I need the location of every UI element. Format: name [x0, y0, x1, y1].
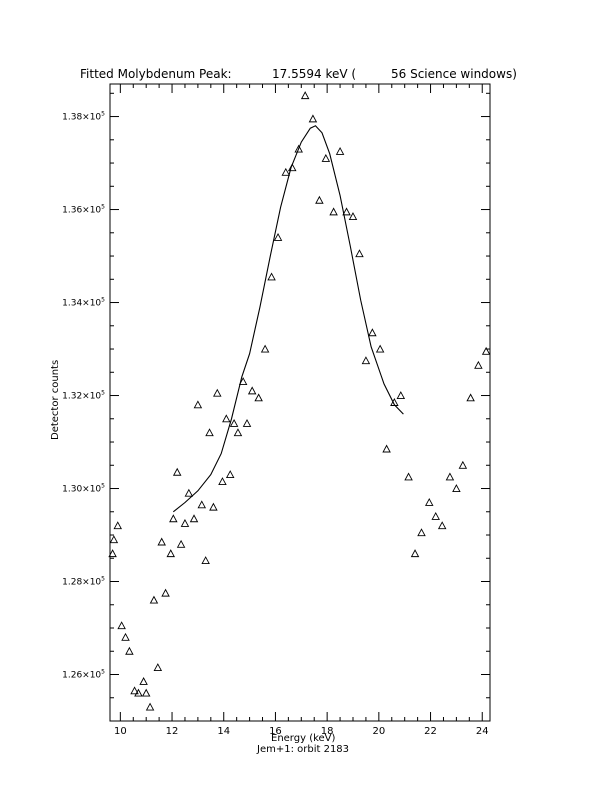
data-point [161, 588, 170, 597]
data-point [361, 356, 371, 365]
orbit-subtitle: Jem+1: orbit 2183 [257, 744, 350, 755]
data-point [281, 167, 291, 176]
data-point [335, 146, 345, 155]
y-tick-label: 1.38×105 [62, 111, 105, 123]
data-point [180, 518, 190, 527]
x-tick-label: 10 [114, 726, 127, 737]
y-tick-label: 1.36×105 [62, 204, 105, 216]
data-point [294, 144, 303, 153]
data-point [355, 249, 364, 258]
data-point [233, 428, 243, 437]
data-point [197, 500, 207, 509]
data-point [329, 207, 338, 216]
data-point [134, 688, 143, 697]
data-point [157, 537, 166, 546]
data-point [205, 428, 214, 437]
data-point [300, 91, 310, 100]
data-point [445, 472, 455, 481]
data-point [466, 393, 475, 402]
data-point [404, 472, 413, 481]
data-point [176, 539, 186, 548]
data-point [184, 488, 194, 497]
y-tick-label: 1.32×105 [62, 390, 105, 402]
plot-title-label: Fitted Molybdenum Peak: [80, 67, 232, 81]
data-point [139, 677, 148, 685]
y-tick-label: 1.28×105 [62, 576, 105, 588]
data-point [238, 377, 248, 386]
data-point [130, 686, 139, 695]
data-point [117, 621, 126, 630]
data-point [222, 414, 231, 423]
y-tick-label: 1.26×105 [62, 669, 105, 681]
data-point [225, 470, 235, 479]
data-point [287, 163, 297, 172]
data-point [149, 595, 159, 604]
data-point [125, 646, 134, 655]
data-point [153, 663, 163, 671]
data-point [108, 549, 117, 558]
data-point [254, 393, 263, 402]
y-axis-label: Detector counts [50, 359, 61, 440]
data-point [213, 388, 222, 397]
data-point [169, 514, 178, 523]
data-point [342, 207, 351, 216]
data-point [267, 272, 276, 281]
plot-title-energy: 17.5594 keV ( [272, 67, 357, 81]
data-point [209, 502, 218, 511]
x-tick-label: 12 [166, 726, 179, 737]
data-point [437, 521, 447, 530]
data-point [424, 498, 434, 506]
data-point [172, 467, 182, 476]
plot-title-windows: 56 Science windows) [391, 67, 517, 81]
data-point [247, 386, 257, 395]
data-point [368, 328, 377, 337]
data-point [382, 444, 391, 453]
data-point [201, 556, 210, 565]
x-tick-label: 20 [372, 726, 385, 737]
x-tick-label: 14 [217, 726, 230, 737]
y-tick-label: 1.34×105 [62, 297, 105, 309]
x-axis-label: Energy (keV) [271, 733, 336, 744]
data-point [452, 484, 461, 492]
data-point [109, 535, 119, 544]
data-point [375, 344, 385, 353]
plot-frame [109, 83, 491, 722]
data-point [390, 398, 399, 406]
data-point [474, 360, 483, 369]
data-point [308, 114, 318, 123]
data-point [218, 477, 227, 485]
data-point [260, 344, 270, 353]
x-tick-label: 22 [424, 726, 437, 737]
data-point [113, 521, 123, 530]
x-tick-label: 24 [476, 726, 489, 737]
data-point [481, 346, 491, 355]
data-point [229, 418, 239, 427]
data-point [145, 702, 155, 711]
data-point [273, 232, 283, 241]
data-point [141, 688, 151, 697]
data-point [458, 460, 468, 469]
data-point [315, 195, 324, 204]
data-point [396, 391, 406, 399]
data-point [410, 549, 420, 558]
y-tick-label: 1.30×105 [62, 483, 105, 495]
data-point [321, 153, 331, 162]
fit-curve [172, 125, 404, 513]
data-point [166, 549, 176, 558]
data-point [121, 632, 130, 641]
data-point [242, 418, 252, 427]
x-tick-label: 16 [269, 726, 282, 737]
data-point [348, 212, 358, 220]
x-tick-label: 18 [321, 726, 334, 737]
data-point [193, 400, 203, 409]
data-point [431, 511, 440, 520]
data-point [417, 528, 426, 537]
data-point [189, 514, 199, 523]
